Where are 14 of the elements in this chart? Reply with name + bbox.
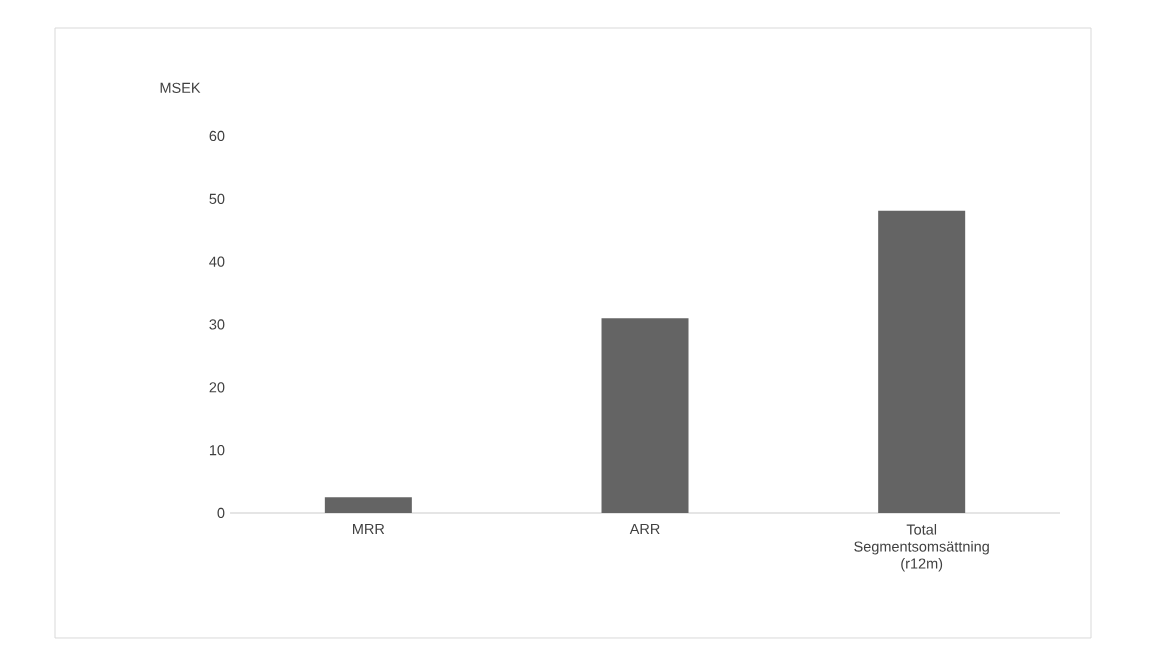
x-tick-label: Total Segmentsomsättning (r12m) <box>854 524 989 572</box>
bar <box>324 497 412 513</box>
x-tick-label: MRR <box>353 524 385 534</box>
x-tick-label: ARR <box>629 524 660 534</box>
y-tick-label: 10 <box>209 445 225 456</box>
bar <box>601 318 689 513</box>
bar <box>878 210 966 513</box>
y-tick-label: 40 <box>209 256 225 267</box>
y-tick-label: 50 <box>209 193 225 204</box>
y-tick-label: 0 <box>217 507 225 519</box>
y-tick-label: 30 <box>209 319 225 330</box>
y-tick-label: 60 <box>209 130 225 142</box>
y-axis-title: MSEK <box>160 82 201 93</box>
y-tick-label: 20 <box>209 382 225 393</box>
